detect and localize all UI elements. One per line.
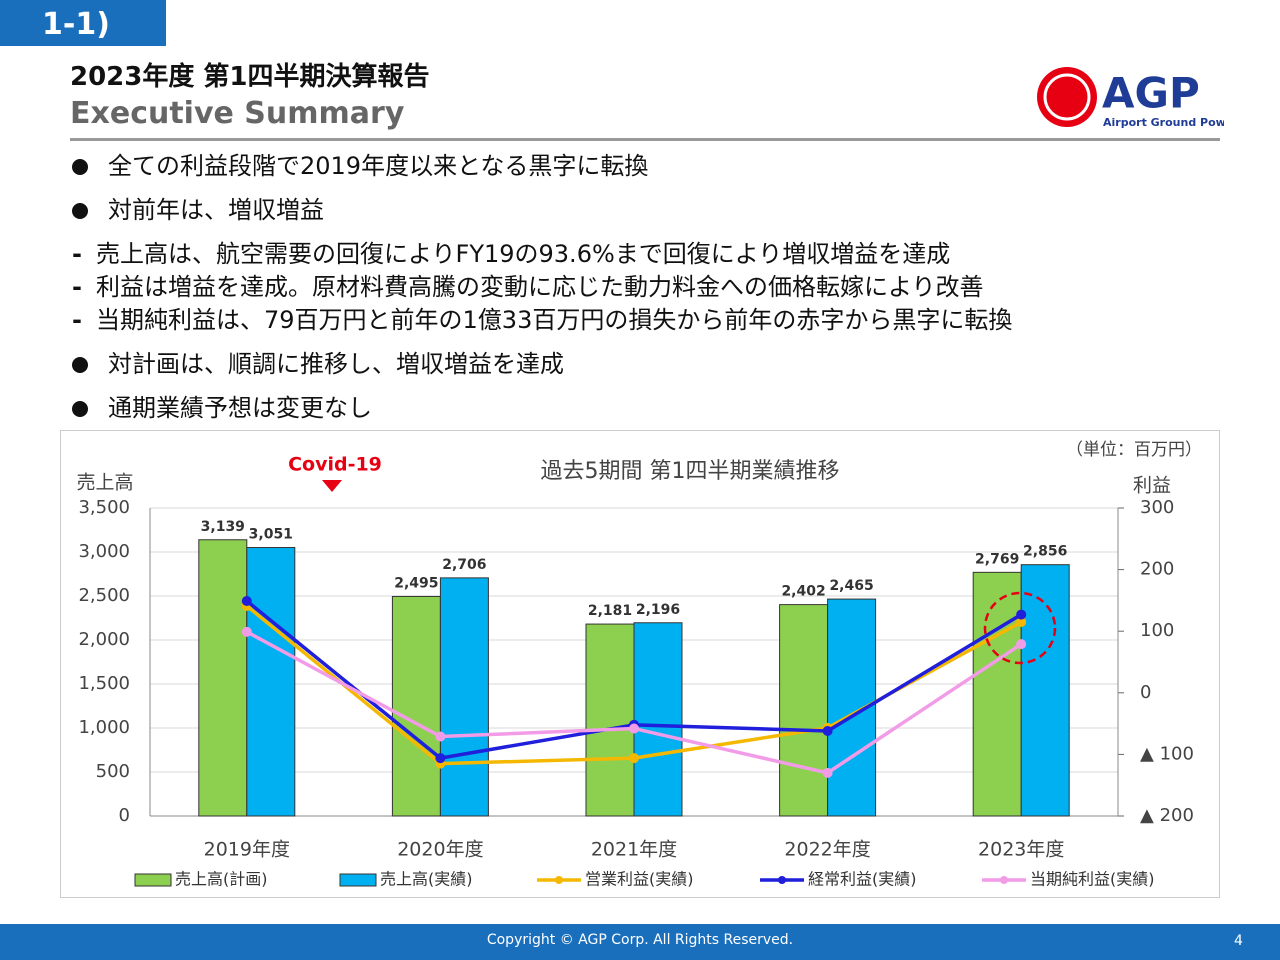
y-tick-label: 2,500: [78, 585, 130, 606]
bullet: 対計画は、順調に推移し、増収増益を達成: [70, 348, 1012, 381]
bar: [633, 622, 683, 817]
bullet-group: 対計画は、順調に推移し、増収増益を達成: [70, 348, 1012, 381]
y-tick-label: 3,000: [78, 541, 130, 562]
logo-name: AGP: [1102, 69, 1200, 118]
bar: [585, 623, 635, 817]
bar-value-label: 2,465: [829, 578, 873, 594]
logo-tagline: Airport Ground Power: [1103, 116, 1224, 129]
legend-label: 売上高(計画): [175, 870, 268, 889]
legend-swatch: [134, 873, 172, 887]
bullet: 通期業績予想は変更なし: [70, 392, 1012, 425]
y-tick-label: 1,500: [78, 673, 130, 694]
line-point: [1016, 609, 1027, 620]
chart-frame: [60, 430, 1220, 898]
bar-value-label: 2,495: [394, 575, 438, 591]
subtitle: Executive Summary: [70, 96, 405, 131]
chart: 過去5期間 第1四半期業績推移 （単位：百万円） 売上高 利益 Covid-19…: [76, 440, 1202, 889]
legend-dot: [1000, 876, 1008, 884]
logo-ring: [1043, 73, 1091, 121]
bar-value-label: 2,181: [588, 603, 632, 619]
bar-value-label: 3,051: [249, 527, 293, 543]
bar: [779, 604, 829, 817]
bar: [439, 577, 489, 817]
legend-dot: [778, 876, 786, 884]
y-tick-label: 500: [96, 761, 130, 782]
bar: [391, 595, 441, 817]
line-point: [1016, 639, 1027, 650]
chart-title: 過去5期間 第1四半期業績推移: [541, 459, 840, 484]
y2-tick-label: 0: [1140, 682, 1151, 703]
title: 2023年度 第1四半期決算報告: [70, 62, 430, 92]
page-number: 4: [1234, 933, 1243, 949]
legend-label: 経常利益(実績): [808, 870, 917, 889]
line-point: [822, 767, 833, 778]
bullet-group: 対前年は、増収増益売上高は、航空需要の回復によりFY19の93.6%まで回復によ…: [70, 194, 1012, 337]
bullet-list: 全ての利益段階で2019年度以来となる黒字に転換対前年は、増収増益売上高は、航空…: [70, 150, 1012, 436]
divider: [70, 138, 1220, 141]
y2-tick-label: 300: [1140, 497, 1174, 518]
covid-marker: [322, 480, 342, 492]
line-point: [822, 725, 833, 736]
y-tick-label: 2,000: [78, 629, 130, 650]
legend-label: 営業利益(実績): [585, 870, 694, 889]
bullet: 対前年は、増収増益: [70, 194, 1012, 227]
bullet-group: 全ての利益段階で2019年度以来となる黒字に転換: [70, 150, 1012, 183]
line-point: [435, 731, 446, 742]
y2-tick-label: 200: [1140, 559, 1174, 580]
y-tick-label: 0: [119, 805, 130, 826]
x-tick-label: 2023年度: [978, 839, 1064, 861]
bullet: 全ての利益段階で2019年度以来となる黒字に転換: [70, 150, 1012, 183]
y-tick-label: 1,000: [78, 717, 130, 738]
legend-label: 当期純利益(実績): [1030, 870, 1155, 889]
copyright: Copyright © AGP Corp. All Rights Reserve…: [486, 932, 794, 948]
y-tick-label: 3,500: [78, 497, 130, 518]
y2-tick-label: ▲ 100: [1140, 743, 1194, 764]
line-point: [629, 753, 639, 764]
bar: [972, 571, 1022, 817]
legend-label: 売上高(実績): [380, 870, 473, 889]
x-tick-label: 2019年度: [204, 839, 290, 861]
y2-tick-label: ▲ 200: [1140, 805, 1194, 826]
line-point: [629, 723, 639, 734]
sub-bullet: 売上高は、航空需要の回復によりFY19の93.6%まで回復により増収増益を達成: [70, 238, 1012, 271]
y-axis-title: 売上高: [76, 472, 133, 494]
bar-value-label: 3,139: [201, 519, 245, 535]
bar: [198, 539, 248, 817]
bar-value-label: 2,706: [442, 557, 486, 573]
bar: [246, 547, 296, 817]
footer: Copyright © AGP Corp. All Rights Reserve…: [0, 924, 1280, 960]
section-tab: 1-1): [0, 0, 166, 46]
y2-axis-title: 利益: [1133, 475, 1171, 497]
line-point: [241, 596, 252, 607]
bar-value-label: 2,769: [975, 551, 1019, 567]
x-tick-label: 2021年度: [591, 839, 677, 861]
line-point: [241, 626, 252, 637]
bullet-group: 通期業績予想は変更なし: [70, 392, 1012, 425]
line-point: [435, 753, 446, 764]
logo: AGP Airport Ground Power: [1037, 67, 1224, 129]
bar-value-label: 2,856: [1023, 544, 1067, 560]
legend-swatch: [339, 873, 377, 887]
y2-tick-label: 100: [1140, 620, 1174, 641]
x-tick-label: 2020年度: [397, 839, 483, 861]
highlight-circle: [983, 591, 1057, 665]
unit-note: （単位：百万円）: [1066, 440, 1202, 460]
bar-value-label: 2,196: [636, 602, 680, 618]
line-point: [1016, 616, 1027, 627]
bar: [1020, 564, 1070, 817]
x-tick-label: 2022年度: [784, 839, 870, 861]
legend-dot: [555, 876, 563, 884]
sub-bullet: 当期純利益は、79百万円と前年の1億33百万円の損失から前年の赤字から黒字に転換: [70, 304, 1012, 337]
bar-value-label: 2,402: [781, 584, 825, 600]
sub-bullet: 利益は増益を達成。原材料費高騰の変動に応じた動力料金への価格転嫁により改善: [70, 271, 1012, 304]
covid-annotation: Covid-19: [288, 454, 382, 476]
